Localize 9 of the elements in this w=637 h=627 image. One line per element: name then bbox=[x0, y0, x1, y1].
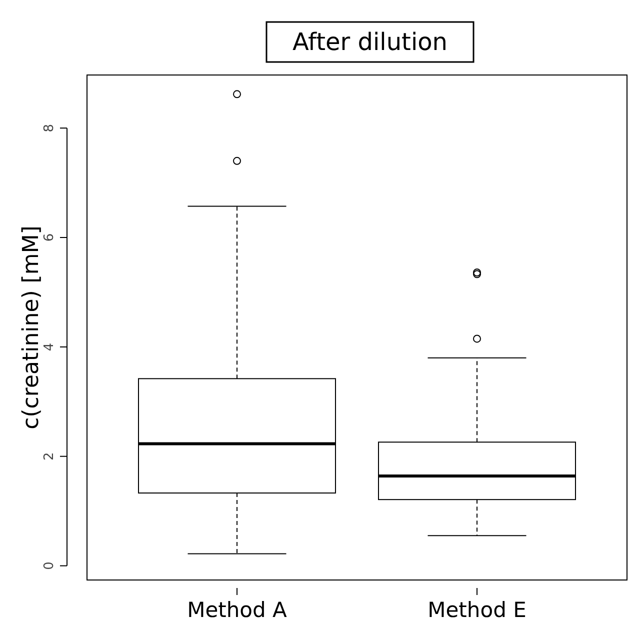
y-tick-label: 8 bbox=[42, 124, 57, 132]
chart-title: After dilution bbox=[292, 28, 448, 56]
y-tick-label: 2 bbox=[42, 452, 57, 460]
x-tick-label: Method A bbox=[187, 598, 288, 622]
y-tick-label: 0 bbox=[42, 562, 57, 570]
y-axis-title: c(creatinine) [mM] bbox=[19, 226, 44, 430]
y-tick-label: 6 bbox=[42, 233, 57, 242]
x-tick-label: Method E bbox=[428, 598, 526, 622]
y-tick-label: 4 bbox=[42, 342, 57, 352]
